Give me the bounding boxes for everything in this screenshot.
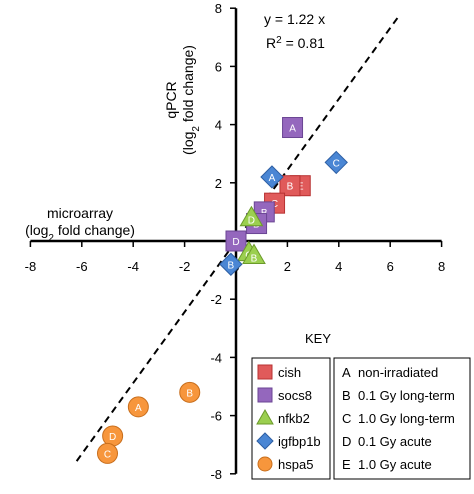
series-hspa5: B A DC (97, 381, 201, 464)
key-condition-text: 1.0 Gy acute (358, 457, 432, 472)
marker-letter: D (248, 216, 255, 227)
marker-shape (260, 165, 284, 189)
key-condition-D: D 0.1 Gy acute (342, 434, 432, 449)
marker-letter: B (287, 182, 294, 193)
x-tick-label: -8 (25, 259, 37, 274)
data-point-igfbp1b: A (260, 165, 284, 189)
key-swatch (257, 387, 273, 403)
x-tick-label: -2 (179, 259, 191, 274)
y-axis-title-line2: (log2 fold change) (180, 45, 202, 155)
y-tick-label: -8 (210, 467, 222, 482)
y-tick-label: -6 (210, 409, 222, 424)
series-nfkb2: DCB (236, 205, 266, 265)
y-tick-label: -2 (210, 292, 222, 307)
y-tick-label: -4 (210, 350, 222, 365)
key-series-label: hspa5 (278, 457, 313, 472)
y-tick-label: 4 (215, 118, 222, 133)
data-point-hspa5: A (127, 396, 149, 418)
marker-shape (279, 175, 301, 197)
marker-letter: B (186, 388, 193, 399)
key-series-label: cish (278, 365, 301, 380)
key-swatch (256, 408, 274, 425)
series-socs8: ABDD (225, 117, 304, 252)
key-condition-letter: D (342, 434, 351, 449)
marker-shape (97, 442, 118, 464)
marker-shape (239, 205, 264, 227)
y-axis-title-line1: qPCR (163, 81, 179, 118)
key-condition-text: 1.0 Gy long-term (358, 411, 455, 426)
x-tick-label: -6 (76, 259, 88, 274)
marker-letter: D (232, 237, 239, 248)
marker-shape (225, 230, 247, 252)
marker-shape (324, 150, 348, 175)
key-entry-socs8: socs8 (257, 387, 312, 403)
data-point-hspa5: C (97, 442, 118, 464)
key-condition-C: C 1.0 Gy long-term (342, 411, 455, 426)
key-swatch (257, 456, 273, 472)
y-tick-label: 2 (215, 176, 222, 191)
x-tick-label: 6 (387, 259, 394, 274)
key-swatch (257, 364, 273, 380)
y-tick-label: 8 (215, 1, 222, 16)
marker-letter: B (228, 260, 235, 271)
key-condition-text: 0.1 Gy acute (358, 434, 432, 449)
marker-letter: C (333, 158, 340, 169)
marker-letter: A (135, 403, 142, 414)
x-tick-label: 4 (335, 259, 342, 274)
marker-shape (179, 381, 201, 403)
marker-shape (282, 117, 304, 139)
key-series-label: igfbp1b (278, 434, 321, 449)
key-condition-letter: A (342, 365, 351, 380)
data-point-hspa5: B (179, 381, 201, 403)
key-series-label: socs8 (278, 388, 312, 403)
marker-shape (219, 252, 243, 276)
key-condition-letter: E (342, 457, 351, 472)
data-point-cish: B (279, 175, 301, 197)
marker-letter: B (251, 254, 258, 265)
trend-line (75, 16, 399, 462)
marker-letter: D (109, 432, 116, 443)
x-axis-title-line1: microarray (47, 205, 113, 221)
key-swatch (256, 432, 274, 450)
key-condition-B: B 0.1 Gy long-term (342, 388, 455, 403)
trend-equation: y = 1.22 x (264, 11, 325, 27)
x-axis-title-line2: (log2 fold change) (25, 222, 135, 244)
data-point-hspa5: D (102, 425, 124, 447)
data-point-nfkb2: D (239, 205, 264, 227)
key-condition-text: 0.1 Gy long-term (358, 388, 455, 403)
series-igfbp1b: CAB (219, 150, 348, 276)
key-entry-igfbp1b: igfbp1b (256, 432, 321, 450)
key-conditions-box (333, 357, 471, 480)
key-entry-hspa5: hspa5 (257, 456, 313, 472)
key-condition-E: E 1.0 Gy acute (342, 457, 432, 472)
x-tick-label: 2 (284, 259, 291, 274)
key-title: KEY (305, 331, 331, 346)
data-point-socs8: A (282, 117, 304, 139)
data-point-igfbp1b: B (219, 252, 243, 276)
key-entry-nfkb2: nfkb2 (256, 408, 310, 426)
x-tick-label: -4 (127, 259, 139, 274)
marker-shape (242, 243, 266, 265)
data-point-socs8: D (225, 230, 247, 252)
key-condition-text: non-irradiated (358, 365, 438, 380)
marker-letter: A (269, 173, 276, 184)
data-point-igfbp1b: C (324, 150, 348, 175)
key-entry-cish: cish (257, 364, 301, 380)
key-condition-letter: B (342, 388, 351, 403)
key-condition-letter: C (342, 411, 351, 426)
data-point-nfkb2: B (242, 243, 266, 265)
y-axis-title: qPCR(log2 fold change) (163, 45, 202, 155)
marker-letter: C (104, 449, 111, 460)
x-tick-label: 8 (438, 259, 445, 274)
marker-shape (127, 396, 149, 418)
key-series-label: nfkb2 (278, 411, 310, 426)
y-tick-label: 6 (215, 59, 222, 74)
trend-r-squared: R2 = 0.81 (266, 35, 325, 52)
marker-letter: A (289, 124, 296, 135)
